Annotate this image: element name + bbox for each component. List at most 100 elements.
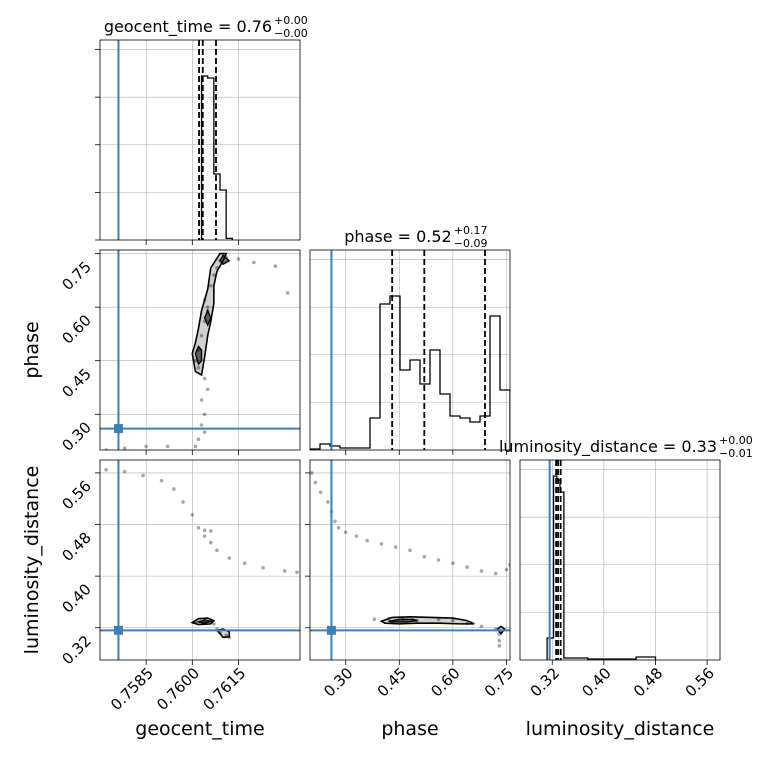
sample-point [465, 565, 469, 569]
sample-point [122, 446, 127, 450]
x-axis-label-luminosity_distance: luminosity_distance [526, 718, 715, 740]
scatter-panel-geocent_time-phase: 0.30 0.45 0.60 0.75 [58, 249, 301, 455]
sample-point [365, 538, 369, 543]
y-axis-label-phase: phase [21, 321, 43, 378]
x-axis-label-geocent_time: geocent_time [135, 718, 264, 740]
truth-marker [326, 625, 336, 635]
y-tick-label: 0.56 [58, 477, 94, 513]
contour-inner [219, 254, 231, 266]
sample-point [205, 305, 210, 309]
sample-point [196, 366, 201, 370]
sample-point [215, 548, 219, 553]
sample-point [199, 423, 204, 427]
histogram-phase [310, 295, 510, 450]
sample-point [199, 398, 204, 402]
y-tick-label: 0.48 [58, 529, 94, 565]
sample-point [282, 569, 287, 573]
sample-point [193, 444, 198, 449]
sample-point [508, 562, 510, 567]
histogram-geocent_time [200, 75, 233, 240]
sample-point [144, 444, 148, 449]
sample-point [199, 333, 204, 338]
sample-point [285, 291, 290, 295]
y-tick-label: 0.45 [58, 365, 94, 401]
panel-frame [309, 459, 511, 661]
y-tick-label: 0.32 [58, 632, 94, 668]
x-tick-label: 0.30 [320, 664, 356, 700]
scatter-clip [100, 460, 300, 660]
sample-point [436, 558, 441, 562]
sample-point [273, 264, 278, 268]
sample-point [493, 571, 498, 576]
hist-clip [310, 250, 510, 450]
sample-point [202, 412, 207, 417]
sample-point [343, 530, 348, 535]
x-tick-label: 0.7600 [153, 664, 203, 714]
sample-point [333, 519, 337, 524]
sample-point [313, 480, 318, 485]
sample-point [261, 565, 265, 570]
x-tick-label: 0.32 [527, 664, 563, 700]
hist-panel-phase: phase = 0.52 +0.17−0.09 [309, 224, 511, 455]
x-tick-label: 0.60 [427, 664, 463, 700]
hist-panel-luminosity_distance: luminosity_distance = 0.33 +0.00−0.01 [499, 434, 753, 665]
panel-frame [519, 459, 721, 661]
sample-point [104, 467, 108, 472]
scatter-clip [100, 250, 300, 450]
sample-point [422, 554, 427, 559]
sample-point [104, 448, 108, 450]
x-tick-label: 0.56 [682, 664, 718, 700]
sample-point [252, 260, 256, 265]
sample-point [165, 444, 170, 449]
sample-point [451, 618, 455, 623]
sample-point [122, 469, 127, 474]
sample-point [208, 529, 213, 533]
x-axis-phase: 0.30 0.45 0.60 0.75 phase [320, 664, 517, 740]
sample-point [504, 567, 509, 572]
truth-marker [113, 625, 123, 635]
panel-title-luminosity_distance: luminosity_distance = 0.33 [499, 437, 717, 457]
panel-frame [309, 249, 511, 451]
x-axis-luminosity_distance: 0.32 0.40 0.48 0.56 luminosity_distance [526, 664, 718, 740]
y-tick-label: 0.60 [58, 311, 94, 347]
truth-marker [113, 424, 123, 434]
y-axis-luminosity_distance: luminosity_distance [21, 466, 43, 655]
title-minus: −0.00 [274, 27, 308, 40]
x-tick-label: 0.75 [481, 664, 517, 700]
sample-point [190, 513, 195, 517]
sample-point [202, 376, 207, 381]
scatter-panel-phase-luminosity_distance [305, 459, 511, 665]
contour-inner [203, 308, 212, 327]
sample-point [141, 473, 145, 478]
sample-point [479, 624, 484, 629]
x-tick-label: 0.48 [630, 664, 666, 700]
sample-point [479, 569, 484, 573]
title-minus: −0.09 [454, 237, 488, 250]
panel-title-geocent_time: geocent_time = 0.76 [104, 17, 272, 37]
sample-point [497, 638, 502, 643]
scatter-clip [310, 460, 510, 660]
contour-inner [388, 618, 418, 623]
y-axis-phase: phase [21, 321, 43, 378]
sample-point [310, 471, 314, 475]
sample-point [372, 617, 377, 622]
hist-panel-geocent_time: geocent_time = 0.76 +0.00−0.00 [95, 14, 308, 245]
sample-point [497, 644, 502, 648]
sample-point [212, 273, 216, 277]
panel-title-phase: phase = 0.52 [344, 227, 451, 246]
sample-point [295, 570, 299, 575]
sample-point [159, 478, 164, 483]
y-axis-label-luminosity_distance: luminosity_distance [21, 466, 43, 655]
x-tick-label: 0.45 [374, 664, 410, 700]
x-tick-label: 0.7585 [107, 664, 157, 714]
sample-point [172, 487, 176, 491]
title-plus: +0.17 [454, 224, 488, 237]
sample-point [379, 542, 384, 546]
sample-point [236, 257, 241, 261]
sample-point [451, 561, 455, 566]
title-minus: −0.01 [719, 447, 753, 460]
sample-point [208, 540, 213, 545]
sample-point [202, 528, 207, 533]
